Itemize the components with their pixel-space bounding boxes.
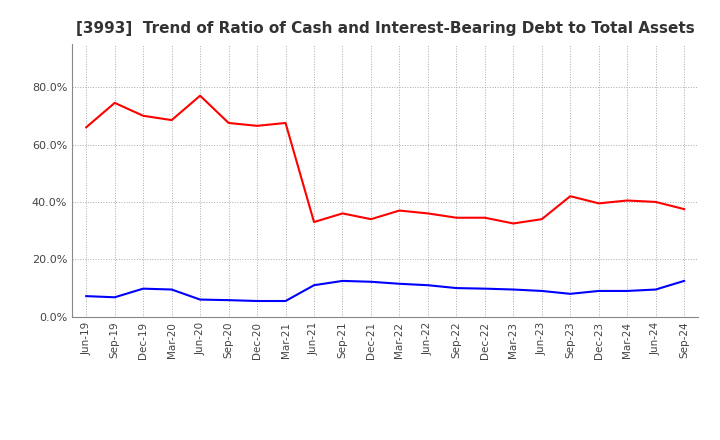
- Cash: [452, 215, 461, 220]
- Interest-Bearing Debt: [225, 297, 233, 303]
- Interest-Bearing Debt: [82, 293, 91, 299]
- Interest-Bearing Debt: [423, 282, 432, 288]
- Cash: [366, 216, 375, 222]
- Cash: [338, 211, 347, 216]
- Interest-Bearing Debt: [680, 278, 688, 283]
- Interest-Bearing Debt: [366, 279, 375, 284]
- Cash: [537, 216, 546, 222]
- Interest-Bearing Debt: [452, 286, 461, 291]
- Interest-Bearing Debt: [537, 288, 546, 293]
- Cash: [395, 208, 404, 213]
- Interest-Bearing Debt: [196, 297, 204, 302]
- Cash: [310, 220, 318, 225]
- Cash: [110, 100, 119, 106]
- Cash: [566, 194, 575, 199]
- Title: [3993]  Trend of Ratio of Cash and Interest-Bearing Debt to Total Assets: [3993] Trend of Ratio of Cash and Intere…: [76, 21, 695, 36]
- Interest-Bearing Debt: [623, 288, 631, 293]
- Cash: [623, 198, 631, 203]
- Cash: [595, 201, 603, 206]
- Legend: Cash, Interest-Bearing Debt: Cash, Interest-Bearing Debt: [247, 438, 523, 440]
- Interest-Bearing Debt: [509, 287, 518, 292]
- Cash: [139, 113, 148, 118]
- Cash: [423, 211, 432, 216]
- Line: Cash: Cash: [86, 95, 684, 224]
- Interest-Bearing Debt: [595, 288, 603, 293]
- Cash: [282, 120, 290, 125]
- Interest-Bearing Debt: [282, 298, 290, 304]
- Interest-Bearing Debt: [253, 298, 261, 304]
- Cash: [509, 221, 518, 226]
- Interest-Bearing Debt: [652, 287, 660, 292]
- Cash: [253, 123, 261, 128]
- Interest-Bearing Debt: [566, 291, 575, 297]
- Cash: [680, 206, 688, 212]
- Interest-Bearing Debt: [480, 286, 489, 291]
- Cash: [225, 120, 233, 125]
- Interest-Bearing Debt: [167, 287, 176, 292]
- Cash: [652, 199, 660, 205]
- Line: Interest-Bearing Debt: Interest-Bearing Debt: [86, 281, 684, 301]
- Interest-Bearing Debt: [139, 286, 148, 291]
- Interest-Bearing Debt: [338, 278, 347, 283]
- Interest-Bearing Debt: [395, 281, 404, 286]
- Cash: [167, 117, 176, 123]
- Cash: [196, 93, 204, 98]
- Cash: [82, 125, 91, 130]
- Interest-Bearing Debt: [110, 295, 119, 300]
- Interest-Bearing Debt: [310, 282, 318, 288]
- Cash: [480, 215, 489, 220]
